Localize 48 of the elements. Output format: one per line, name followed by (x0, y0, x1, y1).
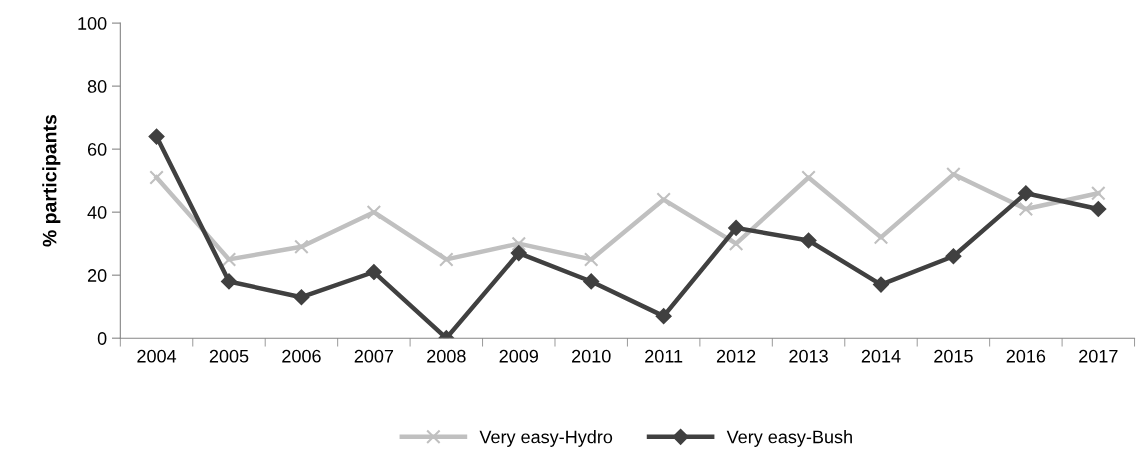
point (510, 245, 527, 262)
y-tick-label: 0 (97, 332, 107, 345)
x-tick-label: 2013 (789, 349, 828, 363)
x-tick-label: 2017 (1079, 349, 1118, 363)
point (728, 236, 744, 251)
point (365, 264, 382, 280)
point (873, 276, 889, 293)
x-tick-label: 2011 (645, 349, 683, 363)
point (656, 192, 671, 207)
x-tick-label: 2005 (209, 349, 249, 363)
point (1018, 201, 1034, 217)
point (583, 252, 599, 267)
x-tick-label: 2004 (137, 349, 177, 363)
x-tick-label: 2016 (1006, 349, 1046, 363)
x-tick-label: 2009 (499, 349, 538, 363)
y-tick-label: 60 (87, 143, 107, 156)
x-tick-label: 2006 (282, 349, 321, 363)
y-axis-title: % participants (42, 114, 61, 247)
point (1091, 185, 1106, 201)
point (148, 128, 165, 145)
point (294, 239, 309, 255)
point (366, 204, 382, 220)
x-tick-label: 2015 (934, 349, 973, 363)
y-tick-label: 40 (87, 206, 107, 219)
point (945, 248, 962, 265)
legend-label: Very easy-Bush (726, 430, 852, 447)
point (655, 308, 672, 325)
x-tick-label: 2010 (572, 349, 611, 363)
point (439, 252, 454, 267)
point (946, 167, 961, 182)
point (800, 232, 817, 249)
y-tick-label: 100 (78, 17, 107, 30)
y-tick-label: 80 (87, 80, 107, 93)
point (728, 219, 745, 236)
x-tick-label: 2014 (861, 349, 901, 363)
point (1090, 201, 1107, 217)
point (221, 252, 237, 267)
point (149, 170, 164, 185)
y-tick-label: 20 (87, 269, 107, 282)
x-tick-label: 2008 (427, 349, 466, 363)
point (511, 236, 527, 251)
point (293, 289, 310, 306)
x-tick-label: 2012 (716, 349, 756, 363)
x-tick-label: 2007 (354, 349, 394, 363)
legend-label: Very easy-Hydro (479, 430, 613, 447)
point (221, 273, 237, 290)
point (583, 273, 600, 290)
point (1017, 185, 1034, 202)
